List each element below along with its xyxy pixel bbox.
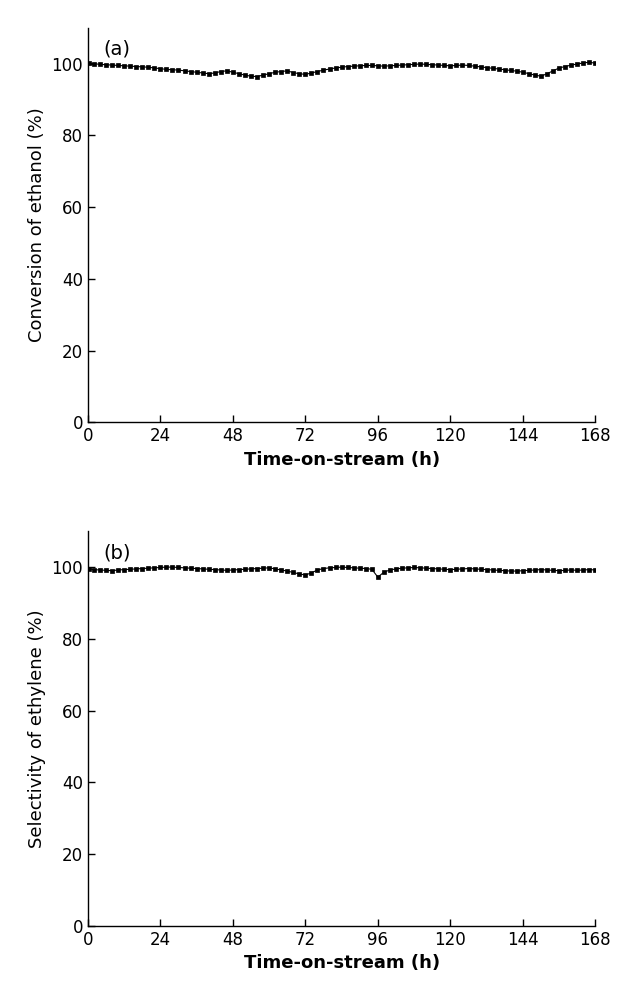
Text: (b): (b) — [103, 543, 130, 562]
Text: (a): (a) — [103, 40, 130, 59]
Y-axis label: Selectivity of ethylene (%): Selectivity of ethylene (%) — [27, 609, 46, 848]
X-axis label: Time-on-stream (h): Time-on-stream (h) — [243, 451, 440, 469]
Y-axis label: Conversion of ethanol (%): Conversion of ethanol (%) — [27, 108, 46, 342]
X-axis label: Time-on-stream (h): Time-on-stream (h) — [243, 954, 440, 972]
